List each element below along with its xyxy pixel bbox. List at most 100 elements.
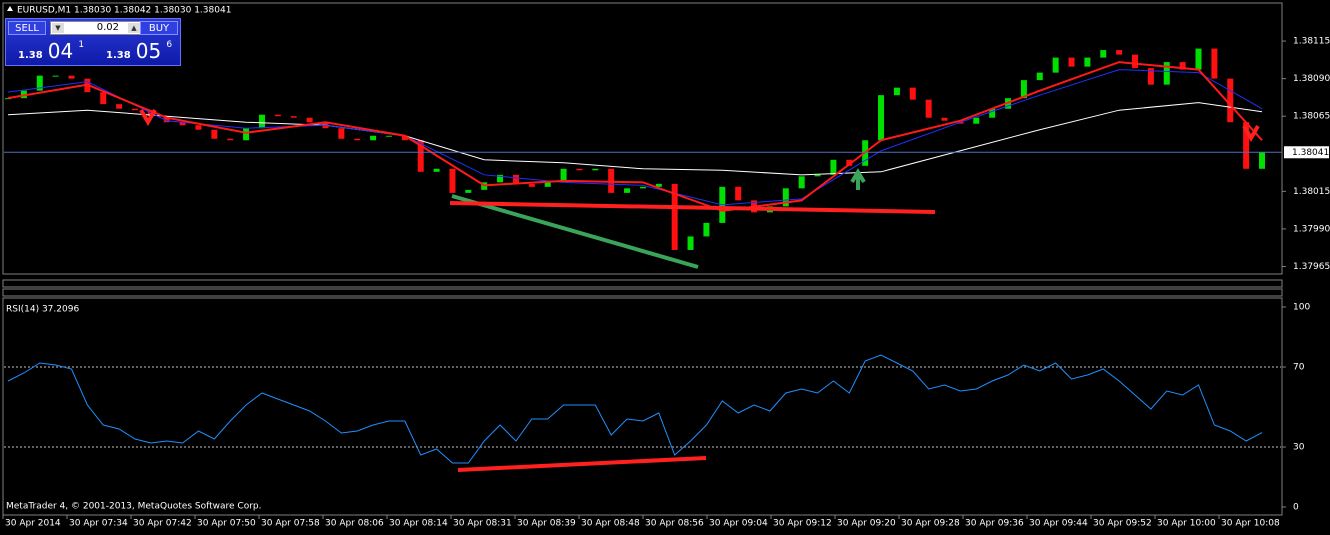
moving-average bbox=[7, 102, 1263, 176]
candle-body bbox=[830, 159, 837, 175]
candle-body bbox=[1227, 78, 1234, 123]
candle-body bbox=[227, 138, 234, 141]
candle-body bbox=[385, 135, 392, 137]
candle-body bbox=[576, 168, 583, 171]
candle-body bbox=[1020, 80, 1027, 99]
y-tick-label: 70 bbox=[1293, 363, 1305, 373]
candle-body bbox=[687, 236, 694, 250]
candle-body bbox=[306, 117, 313, 123]
candle-body bbox=[338, 128, 345, 139]
candle-body bbox=[703, 222, 710, 237]
y-tick-label: 1.38115 bbox=[1293, 37, 1330, 47]
candle-body bbox=[782, 188, 789, 207]
symbol-info: EURUSD,M1 1.38030 1.38042 1.38030 1.3804… bbox=[17, 6, 231, 16]
x-tick-label: 30 Apr 09:28 bbox=[901, 519, 960, 529]
candle-body bbox=[1163, 62, 1170, 85]
candle-body bbox=[370, 135, 377, 141]
candle-body bbox=[560, 168, 567, 181]
drawings bbox=[139, 108, 1260, 472]
rsi-line bbox=[7, 354, 1263, 464]
buy-price[interactable]: 1.38 05 6 bbox=[106, 39, 188, 63]
candle-body bbox=[639, 186, 646, 189]
one-click-trading: SELL ▼ 0.02 ▲ BUY 1.38 04 1 1.38 05 6 bbox=[5, 18, 181, 66]
candle-body bbox=[433, 168, 440, 172]
candle-body bbox=[814, 174, 821, 177]
candle-body bbox=[211, 129, 218, 139]
candle-body bbox=[163, 116, 170, 123]
price-pips: 04 bbox=[47, 39, 74, 63]
candle-body bbox=[5, 98, 11, 100]
candle-body bbox=[449, 168, 456, 193]
x-tick-label: 30 Apr 08:14 bbox=[389, 519, 448, 529]
x-tick-label: 30 Apr 07:42 bbox=[133, 519, 192, 529]
x-tick-label: 30 Apr 09:12 bbox=[773, 519, 832, 529]
candle-body bbox=[274, 114, 281, 117]
y-tick-label: 100 bbox=[1293, 303, 1310, 313]
candle-body bbox=[512, 174, 519, 184]
x-tick-label: 30 Apr 08:06 bbox=[325, 519, 384, 529]
lot-up[interactable]: ▲ bbox=[128, 23, 140, 33]
buy-arrow bbox=[850, 168, 866, 190]
y-tick-label: 1.38090 bbox=[1293, 74, 1330, 84]
empty-pane bbox=[2, 279, 1283, 288]
candle-body bbox=[116, 104, 123, 109]
candle-body bbox=[243, 128, 250, 141]
x-tick-label: 30 Apr 09:36 bbox=[965, 519, 1024, 529]
collapse-icon[interactable] bbox=[7, 6, 13, 11]
candle-body bbox=[941, 117, 948, 121]
candle-body bbox=[909, 87, 916, 100]
candle-body bbox=[1036, 72, 1043, 81]
x-tick-label: 30 Apr 09:52 bbox=[1093, 519, 1152, 529]
candle-body bbox=[624, 188, 631, 193]
sell-price[interactable]: 1.38 04 1 bbox=[18, 39, 100, 63]
candle-body bbox=[671, 183, 678, 250]
x-tick-label: 30 Apr 10:08 bbox=[1221, 519, 1280, 529]
candle-body bbox=[1116, 50, 1123, 55]
candle-body bbox=[100, 92, 107, 105]
rsi-trend-line bbox=[457, 456, 707, 472]
x-tick-label: 30 Apr 09:44 bbox=[1029, 519, 1088, 529]
sell-button[interactable]: SELL bbox=[8, 21, 46, 35]
candle-body bbox=[544, 180, 551, 187]
candle-body bbox=[846, 159, 853, 166]
candle-body bbox=[465, 189, 472, 193]
y-tick-label: 30 bbox=[1293, 443, 1305, 453]
lot-value: 0.02 bbox=[96, 22, 119, 33]
buy-button[interactable]: BUY bbox=[140, 21, 178, 35]
candle-body bbox=[878, 95, 885, 141]
x-tick-label: 30 Apr 07:58 bbox=[261, 519, 320, 529]
candle-body bbox=[1132, 54, 1139, 69]
rsi-pane bbox=[2, 297, 1283, 516]
candle-body bbox=[1147, 68, 1154, 85]
x-tick-label: 30 Apr 08:31 bbox=[453, 519, 512, 529]
rsi-title: RSI(14) 37.2096 bbox=[6, 305, 79, 315]
x-tick-label: 30 Apr 07:34 bbox=[69, 519, 128, 529]
candle-body bbox=[1211, 48, 1218, 79]
lot-down[interactable]: ▼ bbox=[52, 23, 64, 33]
candle-body bbox=[195, 125, 202, 130]
moving-average bbox=[7, 61, 1263, 212]
candle-body bbox=[497, 174, 504, 183]
candle-body bbox=[1052, 57, 1059, 73]
lot-field[interactable]: ▼ 0.02 ▲ bbox=[50, 21, 142, 35]
candle-body bbox=[20, 90, 27, 99]
price-pips: 05 bbox=[135, 39, 162, 63]
candle-body bbox=[592, 168, 599, 171]
price-prefix: 1.38 bbox=[18, 50, 43, 61]
candle-body bbox=[1179, 62, 1186, 70]
candle-body bbox=[36, 75, 43, 91]
y-tick-label: 1.38015 bbox=[1293, 187, 1330, 197]
candle-body bbox=[528, 183, 535, 187]
x-tick-label: 30 Apr 09:04 bbox=[709, 519, 768, 529]
candle-body bbox=[1084, 57, 1091, 67]
candle-body bbox=[1243, 122, 1250, 169]
y-tick-label: 1.37965 bbox=[1293, 262, 1330, 272]
x-tick-label: 30 Apr 08:56 bbox=[645, 519, 704, 529]
candle-body bbox=[68, 75, 75, 79]
candle-body bbox=[798, 176, 805, 189]
candle-body bbox=[131, 108, 138, 111]
candle-body bbox=[655, 183, 662, 187]
candle-body bbox=[179, 122, 186, 126]
x-tick-label: 30 Apr 08:48 bbox=[581, 519, 640, 529]
